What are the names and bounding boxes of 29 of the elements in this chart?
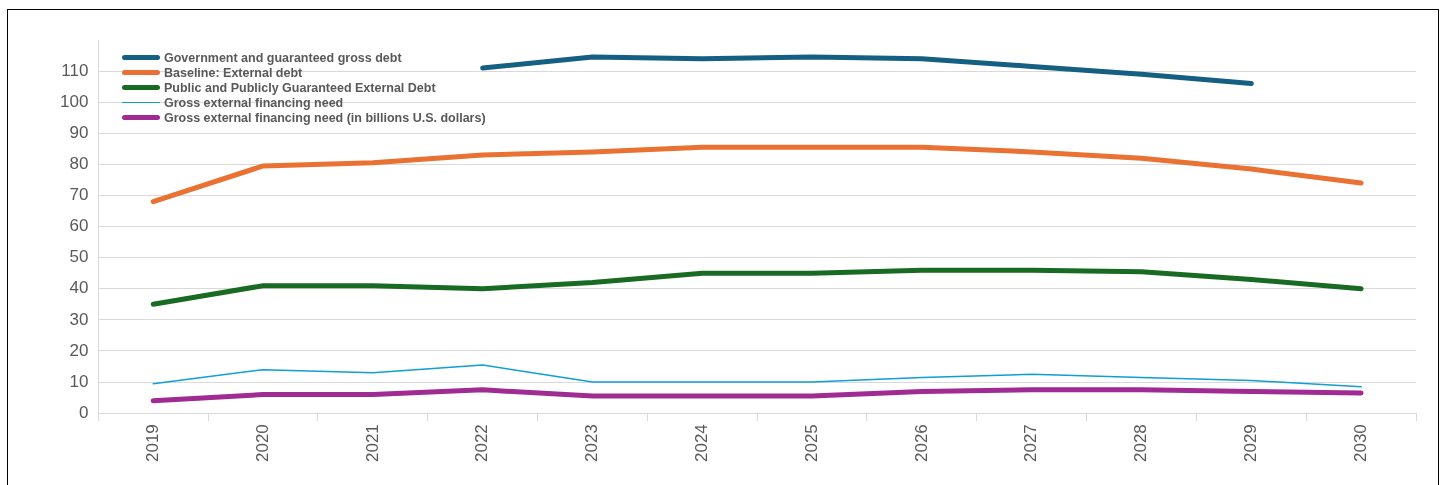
- legend-label: Public and Publicly Guaranteed External Debt: [164, 80, 436, 95]
- x-tick-label: 2030: [1350, 424, 1370, 463]
- y-tick-label: 30: [69, 309, 89, 329]
- legend-label: Gross external financing need (in billions U.S. dollars): [164, 110, 486, 125]
- x-tick-label: 2024: [691, 424, 711, 463]
- y-tick-label: 80: [69, 154, 89, 174]
- x-tick-label: 2028: [1131, 424, 1151, 463]
- y-tick-label: 60: [69, 216, 89, 236]
- legend-label: Government and guaranteed gross debt: [164, 50, 402, 65]
- x-tick-label: 2022: [472, 424, 492, 463]
- x-tick-label: 2029: [1240, 424, 1260, 463]
- y-tick-label: 40: [69, 278, 89, 298]
- x-tick-label: 2020: [252, 424, 272, 463]
- y-tick-label: 70: [69, 185, 89, 205]
- y-tick-label: 0: [78, 402, 89, 422]
- y-tick-label: 100: [59, 91, 89, 111]
- y-tick-label: 50: [69, 247, 89, 267]
- x-tick-label: 2019: [142, 424, 162, 463]
- x-tick-label: 2027: [1021, 424, 1041, 463]
- legend-label: Baseline: External debt: [164, 65, 303, 80]
- y-tick-label: 20: [69, 340, 89, 360]
- x-tick-label: 2025: [801, 424, 821, 463]
- x-tick-label: 2021: [362, 424, 382, 463]
- x-tick-label: 2026: [911, 424, 931, 463]
- y-tick-label: 90: [69, 122, 89, 142]
- y-tick-label: 110: [61, 60, 89, 80]
- legend-label: Gross external financing need: [164, 95, 344, 110]
- y-tick-label: 10: [69, 371, 89, 391]
- x-tick-label: 2023: [582, 424, 602, 463]
